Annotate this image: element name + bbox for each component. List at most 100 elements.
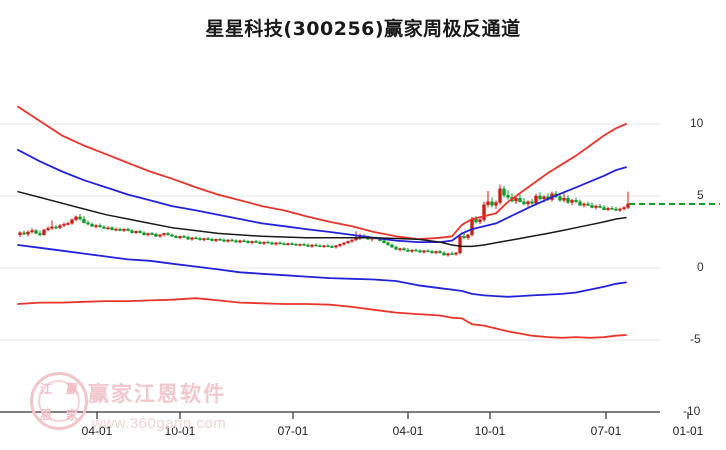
- y-axis-label: 10: [690, 116, 704, 130]
- candle-body: [258, 241, 262, 244]
- candle-body: [402, 248, 406, 251]
- candle-body: [38, 233, 42, 236]
- candle-body: [274, 242, 278, 245]
- chart-canvas: [0, 105, 720, 419]
- candle-body: [502, 188, 506, 196]
- candle-body: [314, 244, 318, 247]
- candle-body: [442, 252, 446, 256]
- candle-body: [346, 241, 350, 244]
- candle-body: [538, 195, 542, 200]
- candle-body: [582, 203, 586, 206]
- candle-body: [206, 238, 210, 240]
- candle-body: [174, 236, 178, 238]
- candle-body: [354, 238, 358, 241]
- candle-body: [322, 245, 326, 248]
- candle-body: [102, 226, 106, 229]
- candle-body: [262, 241, 266, 244]
- candle-body: [218, 238, 222, 241]
- candle-body: [514, 197, 518, 202]
- candle-body: [578, 201, 582, 206]
- candle-body: [342, 242, 346, 245]
- candle-body: [198, 238, 202, 241]
- candle-body: [226, 239, 230, 242]
- candle-body: [250, 241, 254, 244]
- candle-body: [614, 208, 618, 211]
- candle-body: [526, 201, 530, 205]
- candle-body: [34, 230, 38, 234]
- candle-body: [210, 238, 214, 241]
- candle-body: [70, 219, 74, 224]
- candle-body: [450, 253, 454, 256]
- band-line: [17, 149, 627, 243]
- candle-body: [494, 202, 498, 206]
- candle-body: [202, 238, 206, 241]
- x-axis-label: 10-01: [164, 424, 196, 438]
- candle-body: [438, 251, 442, 254]
- y-axis-label: -5: [690, 332, 701, 346]
- candle-body: [522, 201, 526, 205]
- candle-body: [534, 195, 538, 204]
- candle-body: [414, 249, 418, 252]
- candle-body: [82, 218, 86, 223]
- candle-body: [22, 232, 26, 235]
- candle-body: [42, 229, 46, 236]
- candle-body: [422, 250, 426, 253]
- candle-body: [194, 237, 198, 240]
- candle-body: [178, 236, 182, 238]
- candle-body: [406, 249, 410, 252]
- candle-body: [114, 228, 118, 231]
- candle-body: [154, 233, 158, 237]
- candle-body: [394, 246, 398, 250]
- candle-body: [594, 205, 598, 208]
- candle-body: [238, 240, 242, 243]
- candle-body: [606, 208, 610, 210]
- candle-body: [386, 242, 390, 246]
- candle-body: [182, 236, 186, 238]
- candle-body: [286, 243, 290, 245]
- candle-body: [234, 240, 238, 243]
- candle-body: [490, 201, 494, 206]
- candle-body: [186, 236, 190, 240]
- candle-body: [66, 223, 70, 225]
- x-axis-label: 01-01: [672, 424, 704, 438]
- candle-body: [462, 236, 466, 238]
- band-line: [17, 244, 627, 298]
- candle-body: [190, 237, 194, 240]
- candle-body: [302, 244, 306, 246]
- candle-body: [482, 204, 486, 220]
- candle-body: [54, 226, 58, 229]
- candle-body: [446, 253, 450, 256]
- page-title: 星星科技(300256)赢家周极反通道: [205, 18, 521, 40]
- candle-body: [62, 223, 66, 226]
- candle-body: [498, 188, 502, 203]
- candle-body: [230, 239, 234, 242]
- candle-body: [166, 233, 170, 236]
- candle-body: [454, 252, 458, 255]
- candle-body: [574, 200, 578, 202]
- x-axis-label: 10-01: [474, 424, 506, 438]
- candle-body: [590, 205, 594, 208]
- candle-body: [506, 195, 510, 198]
- candle-body: [430, 251, 434, 254]
- candle-body: [74, 216, 78, 220]
- candle-body: [542, 196, 546, 200]
- candle-body: [254, 241, 258, 243]
- candle-body: [134, 231, 138, 233]
- candle-body: [26, 231, 30, 235]
- candle-body: [130, 230, 134, 233]
- candle-body: [298, 244, 302, 246]
- candle-body: [466, 234, 470, 238]
- candle-body: [106, 227, 110, 230]
- candle-body: [382, 240, 386, 243]
- candle-body: [474, 218, 478, 223]
- candle-body: [90, 223, 94, 227]
- candle-body: [586, 203, 590, 206]
- candle-body: [126, 228, 130, 231]
- candle-body: [622, 207, 626, 210]
- candle-body: [58, 225, 62, 228]
- x-axis-label: 04-01: [81, 424, 113, 438]
- candle-body: [310, 244, 314, 247]
- candle-body: [282, 243, 286, 245]
- chart-plot-area: [0, 60, 726, 450]
